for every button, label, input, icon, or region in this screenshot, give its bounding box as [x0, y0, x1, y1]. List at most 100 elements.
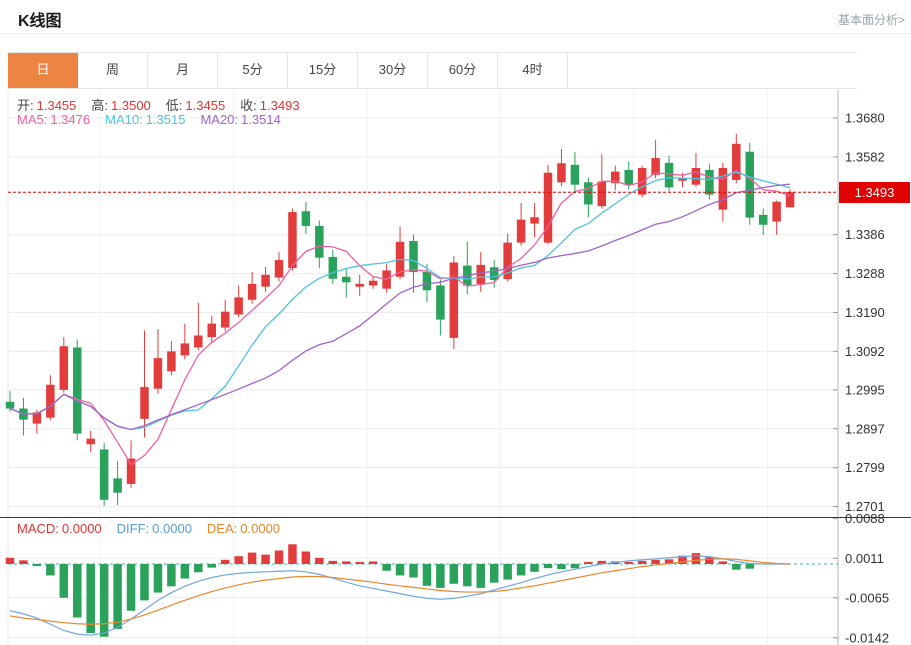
candle-body: [167, 351, 176, 372]
y-axis-label: 1.2995: [845, 382, 885, 397]
candle-body: [543, 172, 553, 243]
candle-body: [288, 212, 297, 269]
macd-bar: [409, 564, 418, 578]
macd-bar: [113, 564, 122, 629]
macd-bar: [584, 561, 593, 564]
y-axis-label: 1.2799: [845, 460, 885, 475]
macd-bar: [5, 557, 15, 564]
candle-body: [758, 214, 768, 225]
candle-body: [476, 264, 485, 284]
macd-bar: [19, 560, 28, 564]
candle-body: [570, 164, 580, 185]
macd-bar: [624, 561, 633, 564]
candle-body: [46, 384, 55, 418]
macd-bar: [126, 564, 136, 611]
macd-bar: [530, 564, 539, 572]
chart-area[interactable]: 1.3680 1.3582 1.3386 1.3288 1.3190 1.3092 1.29…: [0, 90, 911, 645]
macd-bar: [59, 564, 69, 598]
macd-bar: [382, 564, 391, 571]
macd-bar: [46, 564, 55, 576]
candle-body: [732, 143, 741, 180]
ma-legend-item: MA20: 1.3514: [200, 112, 281, 127]
candle-body: [785, 192, 795, 208]
macd-legend-item: MACD: 0.0000: [17, 521, 102, 536]
candle-body: [624, 169, 633, 185]
ohlc-legend-item: 低: 1.3455: [165, 98, 226, 113]
y-axis-label: 1.2701: [845, 499, 885, 514]
macd-axis-label: -0.0142: [845, 630, 889, 645]
candle-body: [597, 181, 607, 207]
macd-legend-item: DIFF: 0.0000: [116, 521, 192, 536]
y-axis-label: 1.3092: [845, 344, 885, 359]
macd-bar: [180, 564, 190, 579]
tab-6[interactable]: 60分: [428, 53, 498, 88]
tab-1[interactable]: 周: [78, 53, 148, 88]
macd-bar: [194, 564, 203, 573]
macd-legend-item: DEA: 0.0000: [206, 521, 281, 536]
candle-body: [274, 260, 284, 278]
candle-body: [651, 158, 660, 175]
candle-body: [247, 283, 257, 300]
tab-2[interactable]: 月: [148, 53, 218, 88]
candle-body: [409, 241, 418, 272]
tab-0[interactable]: 日: [8, 53, 78, 88]
macd-bar: [718, 561, 728, 564]
candle-body: [772, 201, 781, 222]
macd-axis-label: 0.0011: [845, 551, 884, 566]
macd-bar: [86, 564, 95, 634]
candle-body: [342, 276, 351, 283]
macd-bar: [651, 559, 660, 564]
candle-body: [207, 323, 216, 338]
macd-bar: [489, 564, 499, 583]
chart-canvas[interactable]: 1.3680 1.3582 1.3386 1.3288 1.3190 1.3092 1.29…: [0, 90, 911, 645]
candle-body: [664, 162, 674, 188]
candle-body: [126, 458, 136, 484]
period-tabbar: 日周月 5分 15分 30分 60分 4时: [8, 52, 857, 89]
ma5-line: [9, 169, 791, 466]
candle-body: [678, 177, 687, 181]
candle-body: [59, 346, 69, 390]
ma-legend-item: MA10: 1.3515: [105, 112, 186, 127]
macd-bar: [705, 557, 714, 564]
tab-3[interactable]: 5分: [218, 53, 288, 88]
page-title: K线图: [18, 13, 62, 30]
candle-body: [140, 387, 149, 419]
macd-bar: [247, 552, 257, 564]
candle-body: [5, 401, 15, 409]
macd-bar: [32, 564, 42, 567]
candle-body: [99, 449, 109, 500]
macd-bar: [570, 564, 580, 569]
ma20-line: [9, 183, 791, 431]
macd-bar: [503, 564, 512, 580]
candle-body: [301, 211, 311, 226]
macd-bar: [664, 559, 674, 564]
candle-body: [503, 242, 512, 280]
tab-7[interactable]: 4时: [498, 53, 568, 88]
tab-4[interactable]: 15分: [288, 53, 358, 88]
macd-bar: [315, 557, 324, 564]
candle-body: [557, 163, 566, 183]
macd-bar: [543, 564, 553, 569]
candle-body: [449, 262, 459, 338]
y-axis-label: 1.3190: [845, 305, 885, 320]
macd-bar: [395, 564, 405, 576]
macd-bar: [342, 561, 351, 564]
macd-bar: [288, 544, 297, 564]
candle-body: [718, 168, 728, 210]
macd-bar: [516, 564, 526, 576]
macd-axis-label: -0.0065: [845, 590, 889, 605]
header-divider: [0, 33, 911, 34]
candle-body: [32, 412, 42, 424]
ohlc-legend-item: 收: 1.3493: [240, 98, 300, 113]
y-axis-label: 1.3386: [845, 227, 885, 242]
fundamental-analysis-link[interactable]: 基本面分析>: [837, 13, 905, 27]
macd-bar: [637, 560, 647, 564]
candle-body: [691, 168, 701, 185]
ma-legend-item: MA5: 1.3476: [17, 112, 91, 127]
macd-bar: [463, 564, 472, 587]
current-price-tag: 1.3493: [839, 181, 910, 203]
candle-body: [194, 335, 203, 348]
ohlc-legend: 开: 1.3455 高: 1.3500 低: 1.3455 收: 1.3493: [17, 95, 315, 114]
tab-5[interactable]: 30分: [358, 53, 428, 88]
